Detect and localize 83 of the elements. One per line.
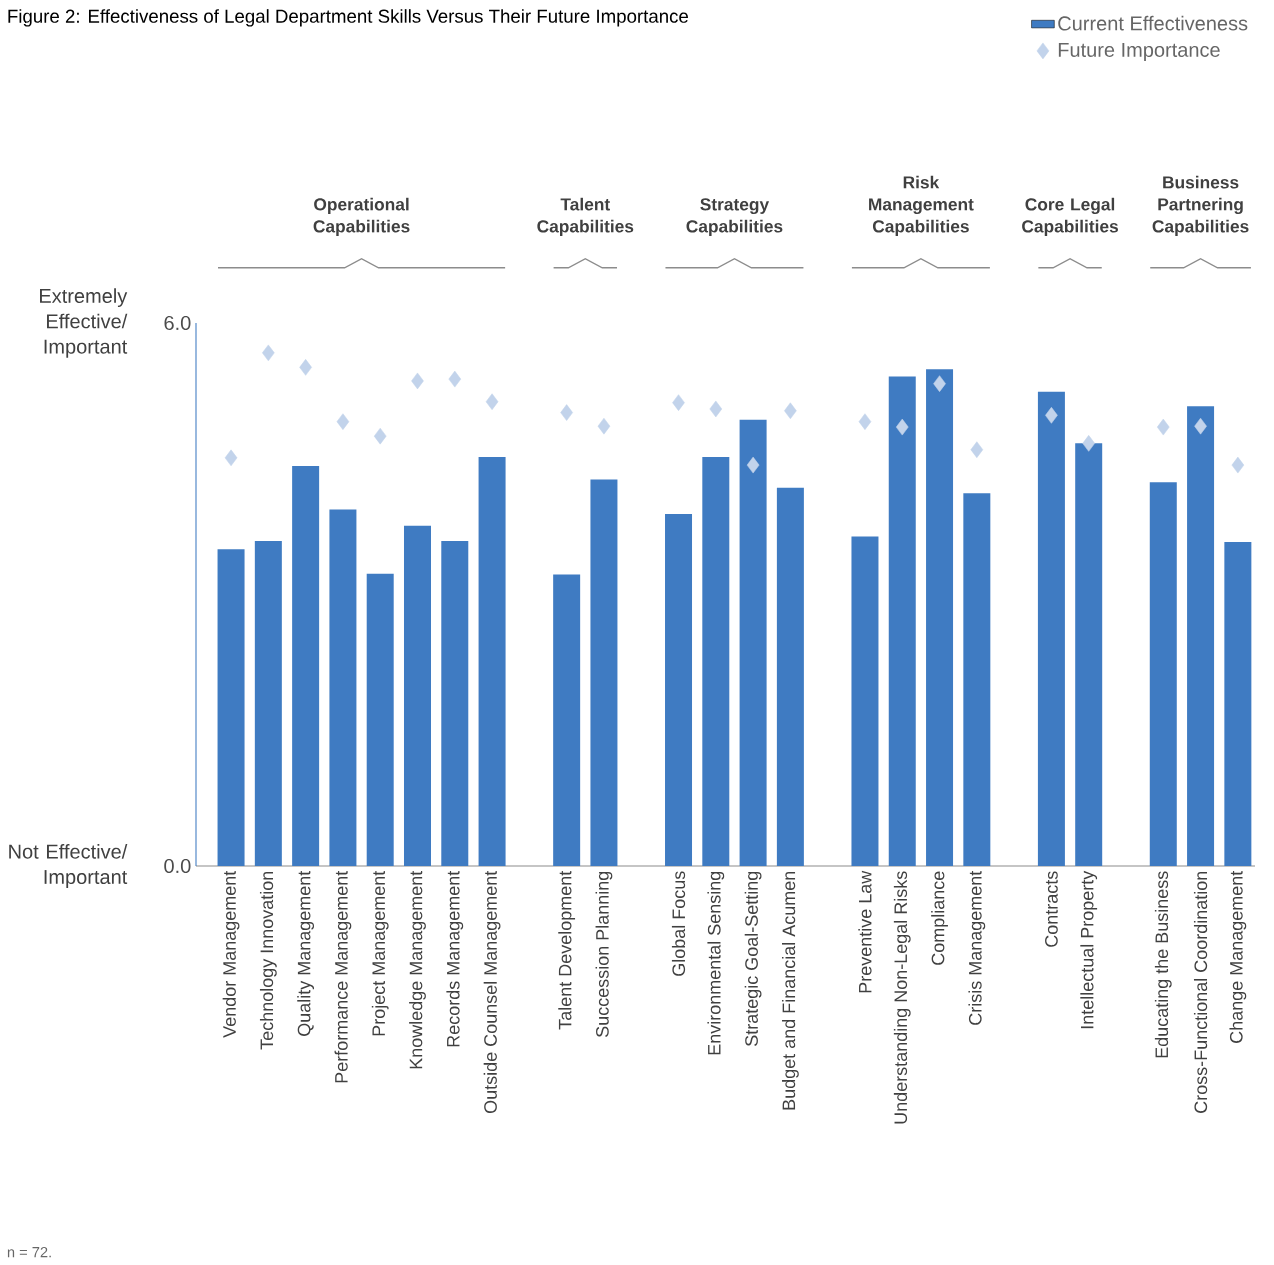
text: Talent Capabilities [537, 197, 634, 236]
point [224, 449, 238, 467]
x-tick-label: Quality Management [297, 870, 315, 1036]
point [560, 404, 573, 421]
bar [1149, 482, 1177, 867]
point [597, 417, 611, 435]
x-tick-label: Compliance [931, 871, 948, 965]
x-tick-label: Strategic Goal-Setting [744, 871, 762, 1046]
bar [776, 487, 804, 867]
bar [329, 509, 357, 867]
text: Not Effective/ Important [9, 844, 128, 888]
text: Risk Management Capabilities [869, 175, 974, 236]
bar [665, 513, 693, 867]
text: Extremely Effective/ Important [40, 288, 128, 358]
bar [403, 525, 431, 867]
point [895, 418, 909, 436]
legend-label: Current Effectiveness [1058, 15, 1248, 31]
bar [590, 479, 618, 867]
point [1045, 407, 1058, 424]
x-tick-label: Vendor Management [222, 870, 240, 1038]
point [746, 456, 760, 474]
bar [1224, 542, 1252, 867]
x-tick-label: Project Management [371, 870, 389, 1036]
point [1082, 435, 1095, 452]
text: n = 72. [7, 1246, 51, 1258]
point [485, 393, 499, 411]
x-tick-label: Performance Management [334, 870, 352, 1083]
y-tick-label: 0.0 [164, 858, 191, 874]
bar [441, 541, 469, 867]
point [1194, 417, 1207, 435]
x-tick-label: Succession Planning [595, 871, 613, 1038]
point [672, 394, 685, 411]
bar [739, 419, 767, 867]
bar [963, 493, 991, 867]
x-tick-label: Knowledge Management [409, 870, 426, 1069]
bar [888, 376, 916, 867]
x-tick-label: Understanding Non-Legal Risks [893, 871, 911, 1124]
x-tick-label: Talent Development [558, 870, 576, 1030]
point [1157, 418, 1170, 436]
x-tick-label: Outside Counsel Management [483, 870, 501, 1113]
x-tick-label: Environmental Sensing [707, 871, 725, 1055]
x-tick-label: Global Focus [671, 871, 686, 976]
x-tick-label: Contracts [1045, 871, 1058, 947]
text: Business Partnering Capabilities [1152, 175, 1249, 236]
bar [1037, 391, 1065, 867]
bar [851, 536, 879, 867]
point [299, 359, 312, 376]
bar [1187, 406, 1215, 867]
point [373, 427, 387, 445]
x-tick-label: Records Management [446, 870, 464, 1047]
point [1231, 456, 1245, 474]
text: Operational Capabilities [313, 197, 410, 236]
bar [478, 456, 506, 867]
point [933, 375, 946, 392]
point [262, 344, 275, 362]
bar [366, 573, 394, 867]
x-tick-label: Intellectual Property [1080, 870, 1098, 1029]
bar [926, 369, 954, 867]
point [784, 402, 797, 420]
chart-title: Figure 2: Effectiveness of Legal Department Skills Versus Their Future Importance [8, 9, 688, 27]
text: Strategy Capabilities [686, 198, 783, 236]
x-tick-label: Educating the Business [1154, 871, 1172, 1058]
x-tick-label: Crisis Management [968, 870, 986, 1025]
point [411, 372, 424, 390]
point [448, 370, 462, 388]
bar [292, 466, 320, 867]
point [336, 413, 350, 430]
bar [702, 456, 730, 867]
bar [217, 549, 245, 867]
x-tick-label: Preventive Law [858, 870, 872, 993]
bar [1075, 443, 1103, 867]
x-tick-label: Cross-Functional Coordination [1193, 871, 1208, 1113]
point [709, 400, 723, 418]
bar [254, 541, 282, 867]
x-tick-label: Change Management [1229, 870, 1247, 1043]
legend-label: Future Importance [1058, 43, 1220, 61]
x-tick-label: Technology Innovation [259, 871, 277, 1050]
text: Core Legal Capabilities [1022, 197, 1118, 236]
point [858, 413, 872, 430]
x-tick-label: Budget and Financial Acumen [781, 871, 799, 1110]
y-tick-label: 6.0 [164, 315, 191, 331]
bar [553, 574, 581, 867]
point [970, 441, 984, 458]
